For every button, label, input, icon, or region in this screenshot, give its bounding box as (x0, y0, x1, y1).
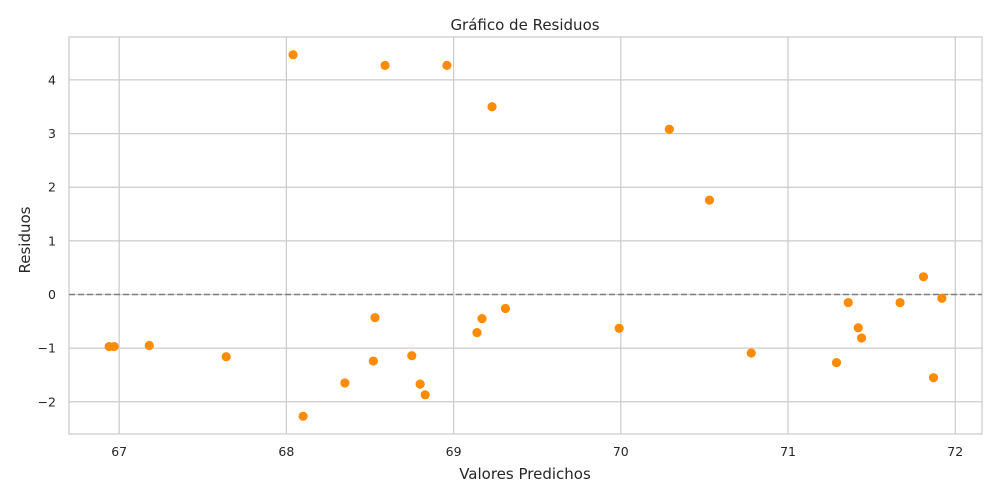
data-point (368, 356, 378, 366)
y-tick-label: 3 (48, 126, 56, 141)
data-point (928, 373, 939, 383)
data-point (109, 341, 119, 352)
data-point (472, 328, 482, 338)
x-tick-label: 70 (613, 444, 629, 459)
data-point (415, 379, 425, 389)
x-axis-label: Valores Predichos (459, 465, 591, 483)
chart-title: Gráfico de Residuos (450, 16, 599, 34)
y-tick-label: 0 (48, 287, 56, 302)
x-tick-label: 68 (278, 444, 294, 459)
data-point (288, 50, 298, 60)
x-tick-label: 71 (780, 444, 796, 459)
x-tick-label: 69 (446, 444, 462, 459)
x-tick-labels: 67 68 69 70 71 72 (111, 444, 963, 459)
data-point (477, 314, 487, 324)
data-points (104, 50, 947, 421)
grid (69, 37, 982, 434)
y-tick-label: 2 (48, 180, 56, 195)
data-point (420, 390, 430, 400)
data-point (614, 323, 624, 333)
data-point (407, 351, 417, 361)
data-point (298, 411, 308, 421)
data-point (831, 358, 842, 368)
data-point (853, 323, 863, 333)
data-point (370, 312, 380, 323)
x-tick-label: 67 (111, 444, 127, 459)
y-tick-labels: −2 −1 0 1 2 3 4 (38, 72, 56, 409)
data-point (221, 352, 231, 362)
data-point (746, 348, 756, 358)
y-tick-label: −1 (38, 341, 56, 356)
x-tick-label: 72 (947, 444, 963, 459)
data-point (380, 60, 390, 71)
data-point (918, 272, 929, 282)
data-point (895, 297, 905, 308)
data-point (340, 378, 350, 388)
plot-area-frame (68, 36, 983, 435)
data-point (937, 293, 947, 303)
y-tick-label: 4 (48, 72, 56, 87)
data-point (144, 340, 154, 351)
data-point (442, 60, 452, 71)
data-point (843, 297, 853, 308)
y-tick-label: 1 (48, 233, 56, 248)
data-point (664, 124, 674, 134)
y-axis-label: Residuos (16, 206, 34, 273)
y-tick-label: −2 (38, 394, 56, 409)
data-point (500, 303, 511, 314)
data-point (857, 333, 867, 343)
data-point (487, 102, 497, 112)
data-point (704, 195, 715, 205)
